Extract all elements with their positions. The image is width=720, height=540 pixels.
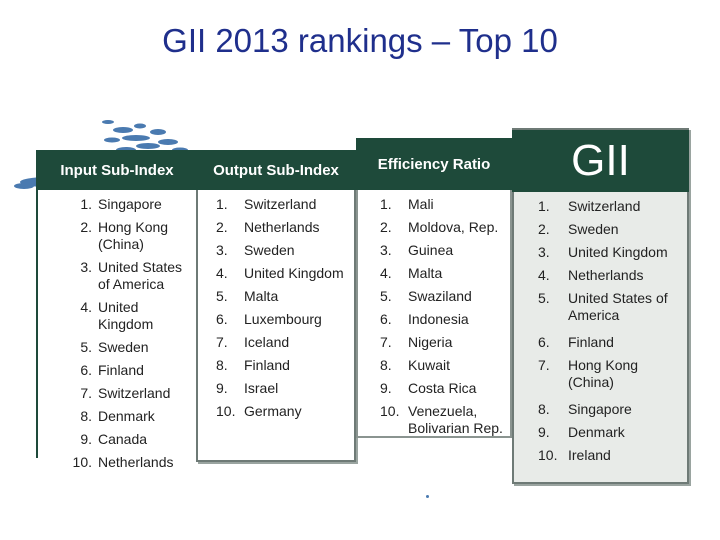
list-item: 4. Netherlands xyxy=(538,267,644,283)
list-item: 8. Finland xyxy=(216,357,290,373)
list-item: 7. Nigeria xyxy=(380,334,453,350)
list-item: 3. United Kingdom xyxy=(538,244,668,260)
input-sub-index-header: Input Sub-Index xyxy=(36,150,198,190)
list-item: 7. Hong Kong (China) xyxy=(538,357,639,390)
output-sub-index-list: 1. Switzerland 2. Netherlands 3. Sweden 4. U… xyxy=(216,196,372,420)
gii-panel: GII 1. Switzerland 2. Sweden 3. United King… xyxy=(512,128,689,484)
gii-header: GII xyxy=(512,130,689,192)
list-item: 10. Netherlands xyxy=(72,454,174,470)
list-item: 3. Guinea xyxy=(380,242,454,258)
input-sub-index-panel: Input Sub-Index 1. Singapore 2. Hong Kong … xyxy=(36,150,198,470)
list-item: 1. Singapore xyxy=(80,196,162,212)
list-item: 6. Luxembourg xyxy=(216,311,322,327)
list-item: 10. Germany xyxy=(216,403,302,419)
list-item: 6. Finland xyxy=(538,334,614,350)
list-item: 4. United Kingdom xyxy=(80,299,154,332)
decorative-dot xyxy=(426,495,429,498)
efficiency-ratio-header: Efficiency Ratio xyxy=(356,138,512,190)
list-item: 4. United Kingdom xyxy=(216,265,344,281)
list-item: 2. Hong Kong (China) xyxy=(80,219,169,252)
list-item: 1. Switzerland xyxy=(538,198,641,214)
list-item: 8. Denmark xyxy=(80,408,155,424)
list-item: 6. Indonesia xyxy=(380,311,469,327)
list-item: 10. Ireland xyxy=(538,447,611,463)
efficiency-ratio-panel: Efficiency Ratio 1. Mali 2. Moldova, Rep. … xyxy=(356,138,512,438)
list-item: 3. Sweden xyxy=(216,242,295,258)
list-item: 1. Switzerland xyxy=(216,196,317,212)
efficiency-ratio-list: 1. Mali 2. Moldova, Rep. 3. Guinea 4. Malta … xyxy=(380,196,510,437)
input-sub-index-list: 1. Singapore 2. Hong Kong (China) 3. United… xyxy=(38,196,196,471)
list-item: 2. Sweden xyxy=(538,221,619,237)
gii-list: 1. Switzerland 2. Sweden 3. United Kingdom … xyxy=(538,198,688,464)
list-item: 10. Venezuela, Bolivarian Rep. xyxy=(380,403,503,436)
output-sub-index-panel: Output Sub-Index 1. Switzerland 2. Netherl… xyxy=(196,150,356,462)
list-item: 5. Swaziland xyxy=(380,288,472,304)
list-item: 9. Denmark xyxy=(538,424,625,440)
list-item: 7. Switzerland xyxy=(80,385,171,401)
list-item: 8. Kuwait xyxy=(380,357,451,373)
list-item: 5. Malta xyxy=(216,288,279,304)
list-item: 9. Canada xyxy=(80,431,148,447)
list-item: 2. Moldova, Rep. xyxy=(380,219,499,235)
list-item: 7. Iceland xyxy=(216,334,290,350)
list-item: 6. Finland xyxy=(80,362,144,378)
list-item: 1. Mali xyxy=(380,196,434,212)
list-item: 8. Singapore xyxy=(538,401,632,417)
list-item: 3. United States of America xyxy=(80,259,183,292)
page-title: GII 2013 rankings – Top 10 xyxy=(162,22,558,59)
list-item: 9. Israel xyxy=(216,380,279,396)
list-item: 5. Sweden xyxy=(80,339,149,355)
list-item: 5. United States of America xyxy=(538,290,668,323)
output-sub-index-header: Output Sub-Index xyxy=(196,150,356,190)
list-item: 9. Costa Rica xyxy=(380,380,477,396)
list-item: 2. Netherlands xyxy=(216,219,320,235)
list-item: 4. Malta xyxy=(380,265,443,281)
